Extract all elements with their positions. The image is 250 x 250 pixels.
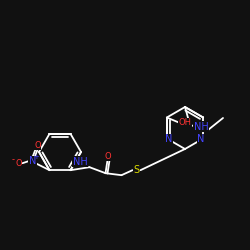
Text: -: - xyxy=(12,155,15,164)
Text: S: S xyxy=(134,165,140,175)
Text: NH: NH xyxy=(194,122,208,132)
Text: O: O xyxy=(104,152,111,161)
Text: NH: NH xyxy=(72,157,88,167)
Text: +: + xyxy=(34,154,40,160)
Text: N: N xyxy=(29,156,36,166)
Text: O: O xyxy=(15,159,22,168)
Text: O: O xyxy=(34,141,41,150)
Text: N: N xyxy=(165,134,172,144)
Text: OH: OH xyxy=(178,118,191,127)
Text: N: N xyxy=(198,134,205,144)
